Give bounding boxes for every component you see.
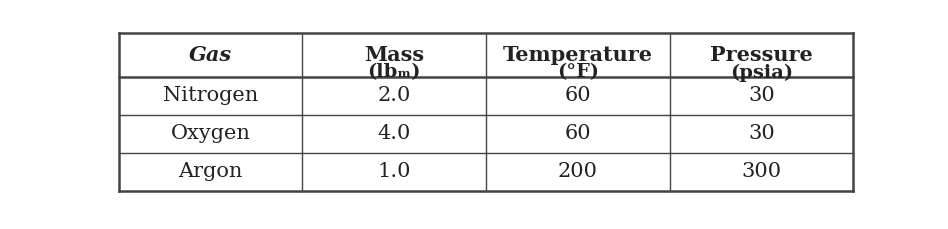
Text: 30: 30 (748, 86, 775, 105)
Text: 30: 30 (748, 124, 775, 143)
Text: 200: 200 (557, 162, 597, 181)
Text: Nitrogen: Nitrogen (163, 86, 258, 105)
Text: 4.0: 4.0 (377, 124, 410, 143)
Text: (°F): (°F) (556, 63, 599, 82)
Text: Gas: Gas (189, 45, 232, 65)
Text: Pressure: Pressure (710, 45, 812, 65)
Text: Temperature: Temperature (502, 45, 652, 65)
Text: 1.0: 1.0 (377, 162, 410, 181)
Text: Argon: Argon (178, 162, 243, 181)
Text: 60: 60 (564, 86, 591, 105)
Text: (lbₘ): (lbₘ) (367, 63, 421, 82)
Text: 2.0: 2.0 (377, 86, 410, 105)
Text: 300: 300 (741, 162, 781, 181)
Text: (psia): (psia) (730, 63, 793, 82)
Text: Oxygen: Oxygen (171, 124, 250, 143)
Text: Mass: Mass (364, 45, 424, 65)
Text: 60: 60 (564, 124, 591, 143)
